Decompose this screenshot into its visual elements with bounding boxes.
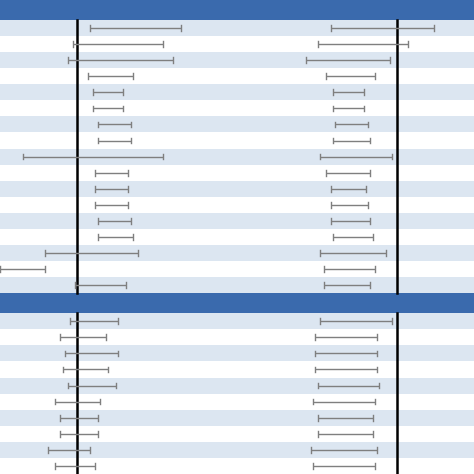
Bar [0, 68, 474, 84]
Bar [0, 52, 474, 68]
Bar [0, 245, 474, 261]
Bar [0, 293, 474, 313]
Bar [0, 261, 474, 277]
Bar [0, 20, 474, 36]
Bar [0, 410, 474, 426]
Bar [0, 213, 474, 229]
Bar [0, 377, 474, 393]
Bar [0, 0, 474, 20]
Bar [0, 164, 474, 181]
Bar [0, 117, 474, 132]
Bar [0, 362, 474, 377]
Bar [0, 393, 474, 410]
Bar [0, 442, 474, 458]
Bar [0, 277, 474, 293]
Bar [0, 458, 474, 474]
Bar [0, 229, 474, 245]
Bar [0, 426, 474, 442]
Bar [0, 148, 474, 164]
Bar [0, 181, 474, 197]
Bar [0, 197, 474, 213]
Bar [0, 36, 474, 52]
Bar [0, 84, 474, 100]
Bar [0, 329, 474, 346]
Bar [0, 132, 474, 148]
Bar [0, 313, 474, 329]
Bar [0, 100, 474, 117]
Bar [0, 346, 474, 362]
